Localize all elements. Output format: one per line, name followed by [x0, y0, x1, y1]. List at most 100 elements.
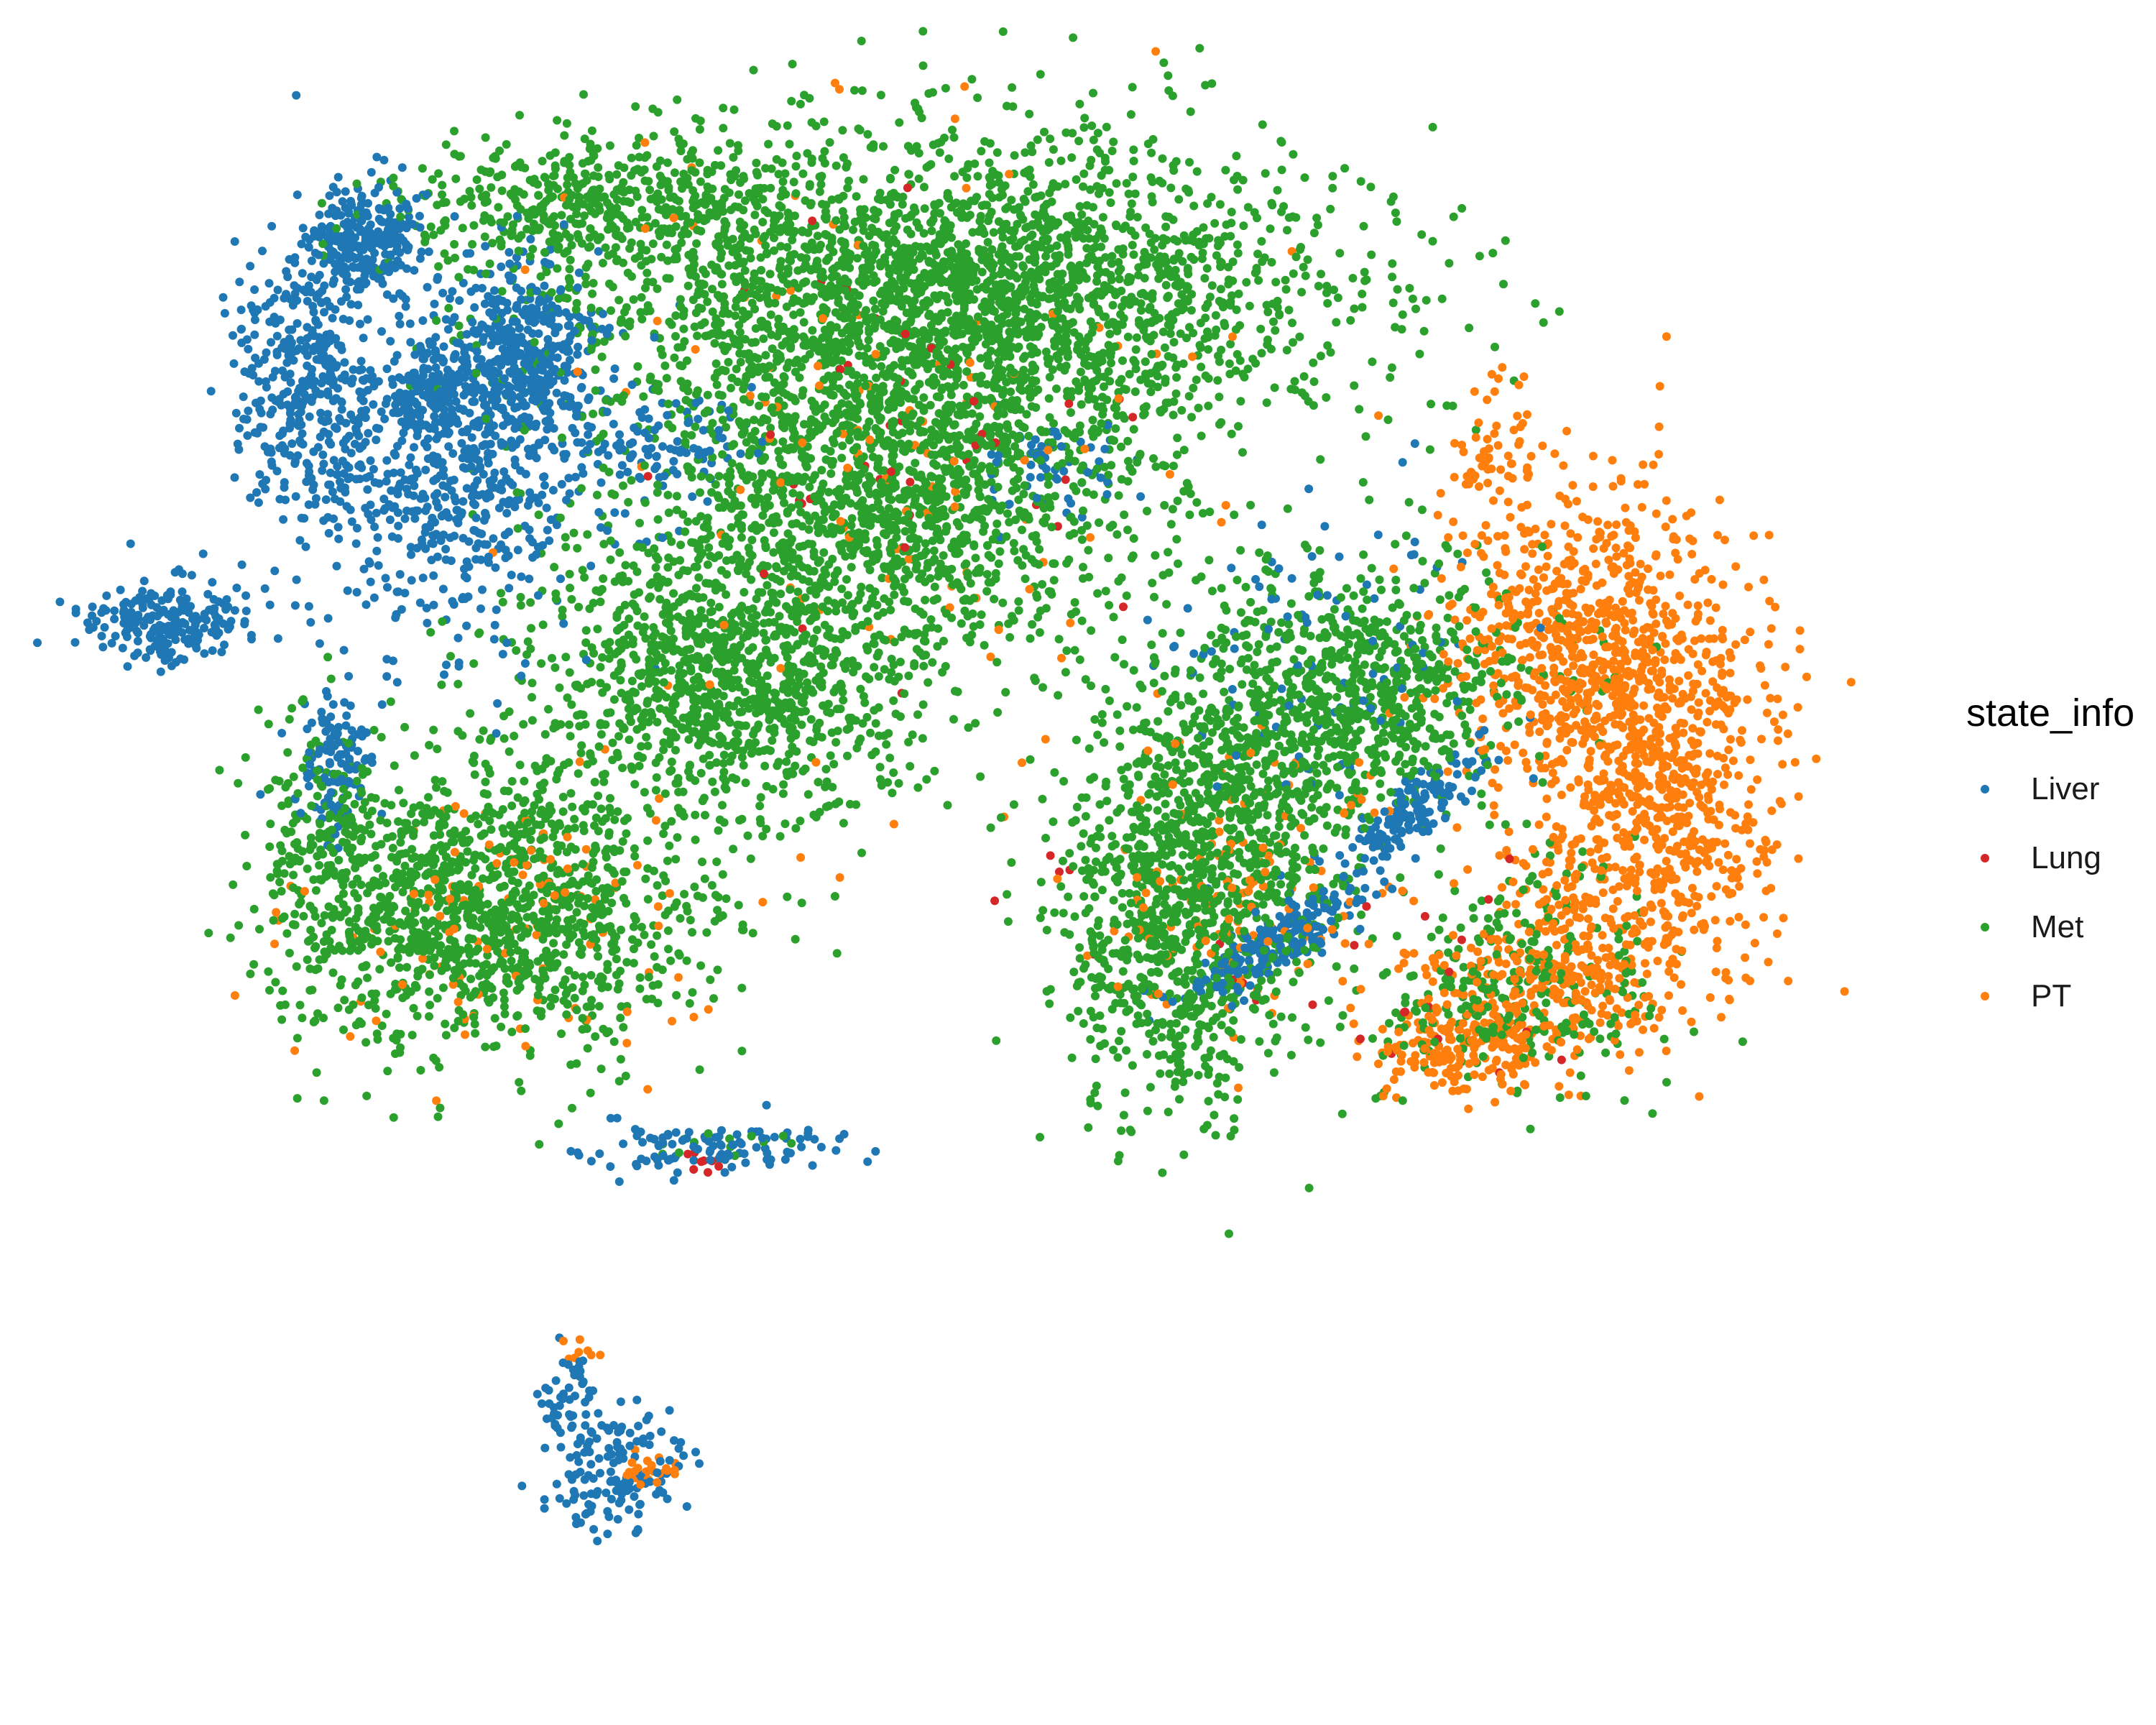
point-met	[1187, 413, 1196, 422]
point-met	[911, 459, 920, 468]
point-met	[481, 759, 490, 768]
point-met	[1229, 1016, 1238, 1025]
point-met	[1221, 165, 1230, 175]
point-met	[413, 972, 423, 981]
point-liver	[320, 308, 328, 317]
point-liver	[374, 561, 383, 570]
point-met	[594, 1002, 604, 1011]
point-met	[737, 925, 747, 934]
point-met	[1333, 805, 1342, 814]
point-pt	[1707, 892, 1716, 901]
point-pt	[1588, 482, 1598, 492]
point-met	[1226, 339, 1235, 349]
point-met	[872, 652, 882, 661]
point-met	[980, 640, 989, 650]
point-met	[1080, 114, 1089, 123]
point-pt	[1533, 640, 1542, 650]
point-met	[1051, 492, 1059, 501]
point-pt	[1778, 710, 1787, 719]
point-met	[676, 147, 686, 155]
point-met	[1153, 806, 1162, 815]
point-met	[523, 637, 533, 646]
point-liver	[573, 350, 582, 359]
point-met	[1095, 189, 1103, 198]
point-pt	[1611, 822, 1621, 832]
point-liver	[609, 420, 618, 428]
point-met	[1230, 1126, 1239, 1135]
point-met	[1281, 832, 1290, 840]
point-liver	[307, 256, 316, 265]
point-liver	[462, 484, 471, 493]
point-met	[1522, 819, 1531, 829]
point-met	[528, 244, 538, 254]
point-pt	[1705, 861, 1714, 870]
point-pt	[1490, 810, 1499, 819]
point-pt	[1552, 566, 1562, 576]
point-met	[921, 595, 930, 604]
point-met	[1129, 425, 1138, 434]
point-liver	[133, 637, 142, 645]
point-met	[1388, 259, 1397, 268]
point-liver	[305, 781, 313, 791]
point-met	[1230, 1114, 1239, 1123]
point-met	[1123, 332, 1133, 341]
point-met	[857, 37, 866, 45]
point-met	[754, 588, 763, 597]
point-met	[1160, 770, 1169, 779]
point-met	[1129, 250, 1138, 259]
point-met	[426, 627, 436, 637]
point-met	[328, 968, 338, 978]
point-met	[234, 921, 244, 930]
point-met	[1357, 910, 1366, 919]
point-met	[1123, 762, 1133, 771]
point-met	[444, 303, 453, 313]
point-met	[357, 833, 367, 842]
point-pt	[1353, 1052, 1362, 1062]
point-met	[599, 777, 609, 786]
point-met	[566, 788, 576, 798]
point-liver	[418, 316, 428, 325]
point-met	[987, 193, 997, 203]
point-pt	[1718, 865, 1728, 875]
point-liver	[634, 1509, 643, 1519]
point-liver	[606, 1467, 615, 1476]
point-pt	[1453, 658, 1462, 668]
point-liver	[453, 633, 463, 643]
point-met	[1398, 310, 1407, 319]
point-met	[660, 911, 670, 919]
point-met	[1107, 461, 1116, 470]
point-met	[598, 653, 607, 662]
point-liver	[110, 615, 119, 624]
point-met	[589, 599, 598, 607]
point-pt	[1430, 694, 1439, 704]
point-pt	[520, 265, 530, 275]
point-liver	[142, 653, 151, 662]
point-liver	[404, 212, 413, 221]
point-pt	[1756, 845, 1765, 854]
point-met	[1269, 1068, 1279, 1077]
point-liver	[492, 605, 501, 615]
point-met	[1529, 937, 1539, 947]
point-liver	[543, 525, 552, 535]
point-met	[1216, 285, 1225, 294]
point-pt	[1457, 441, 1467, 450]
point-met	[862, 344, 872, 353]
point-pt	[372, 1016, 381, 1026]
point-met	[515, 111, 524, 120]
point-met	[1266, 644, 1275, 653]
point-liver	[810, 1135, 819, 1144]
point-liver	[477, 284, 487, 293]
point-pt	[1613, 1021, 1623, 1031]
point-liver	[616, 1397, 625, 1407]
point-met	[683, 517, 693, 526]
point-met	[1118, 356, 1127, 365]
point-met	[266, 873, 275, 882]
point-pt	[1710, 916, 1720, 925]
point-met	[577, 741, 586, 750]
point-liver	[270, 566, 280, 576]
point-met	[1408, 754, 1417, 763]
point-met	[929, 596, 939, 605]
point-met	[1074, 1006, 1083, 1016]
point-met	[1169, 338, 1179, 347]
